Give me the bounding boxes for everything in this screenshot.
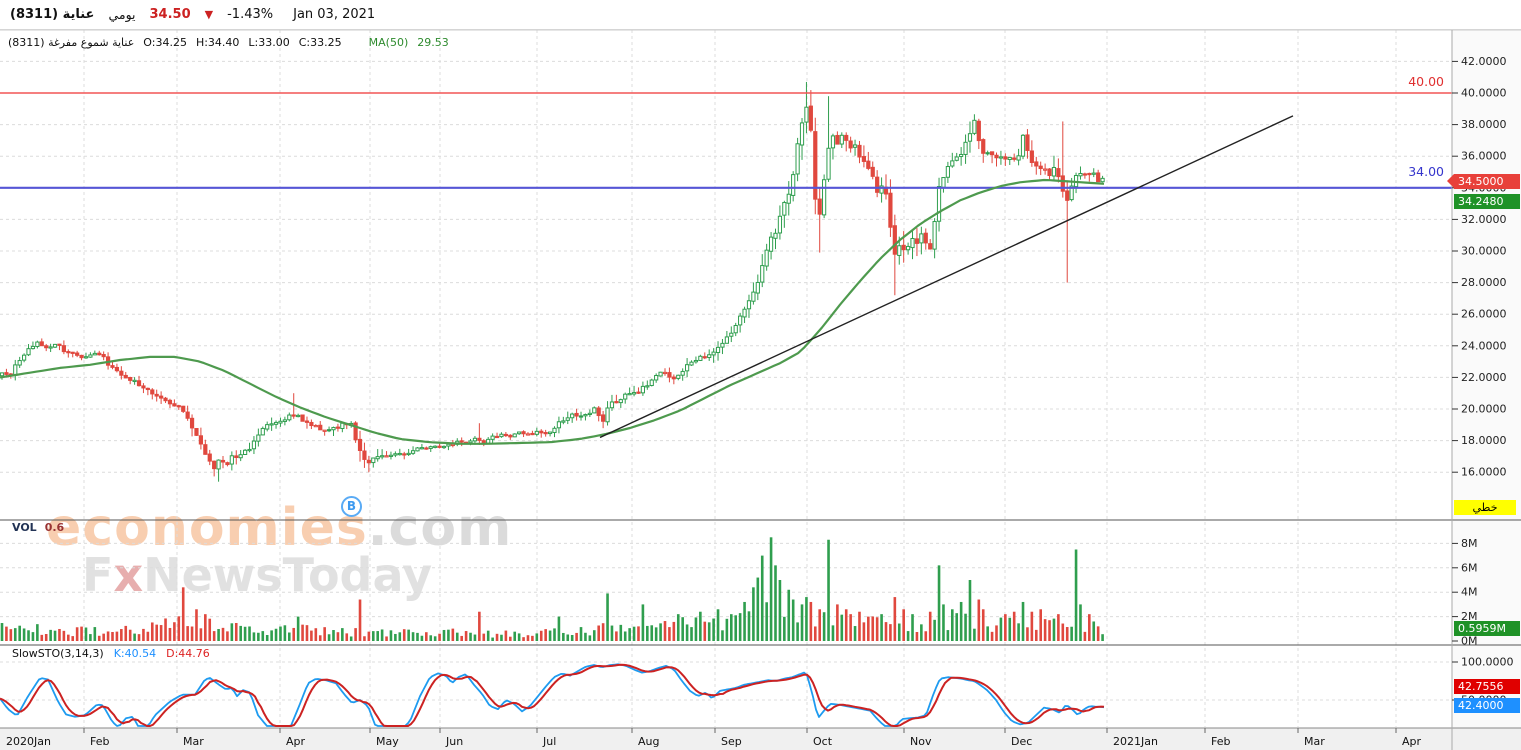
- svg-text:28.0000: 28.0000: [1461, 276, 1507, 289]
- last-price: 34.50: [149, 7, 191, 22]
- svg-text:6M: 6M: [1461, 561, 1478, 574]
- svg-text:100.0000: 100.0000: [1461, 656, 1514, 669]
- svg-text:24.0000: 24.0000: [1461, 339, 1507, 352]
- svg-text:2020Jan: 2020Jan: [6, 735, 51, 748]
- stochastic-d-value: D:44.76: [166, 647, 210, 660]
- high-value: H:34.40: [195, 36, 240, 49]
- svg-text:Mar: Mar: [1304, 735, 1325, 748]
- last-price-badge-text: 34.5000: [1458, 175, 1504, 188]
- svg-text:0M: 0M: [1461, 635, 1478, 648]
- instrument-label: عناية شموع مفرغة (8311): [8, 36, 135, 49]
- svg-text:16.0000: 16.0000: [1461, 466, 1507, 479]
- svg-text:22.0000: 22.0000: [1461, 371, 1507, 384]
- watermark-news-rest: NewsToday: [143, 548, 433, 602]
- ma-value-badge: 34.2480: [1454, 194, 1520, 209]
- svg-text:26.0000: 26.0000: [1461, 308, 1507, 321]
- stochastic-k-badge: 42.4000: [1454, 698, 1520, 713]
- svg-text:30.0000: 30.0000: [1461, 245, 1507, 258]
- price-change-percent: -1.43%: [227, 7, 274, 22]
- volume-value-badge: 0.5959M: [1454, 621, 1520, 636]
- stochastic-panel-label: SlowSTO(3,14,3): [12, 647, 104, 660]
- svg-text:20.0000: 20.0000: [1461, 403, 1507, 416]
- svg-text:Apr: Apr: [286, 735, 306, 748]
- volume-panel-value: 0.6: [44, 521, 65, 534]
- stochastic-panel-header: SlowSTO(3,14,3) K:40.54 D:44.76: [12, 647, 210, 660]
- watermark-news-x: x: [113, 548, 144, 602]
- svg-text:2021Jan: 2021Jan: [1113, 735, 1158, 748]
- svg-text:38.0000: 38.0000: [1461, 118, 1507, 131]
- stochastic-d-badge: 42.7556: [1454, 679, 1520, 694]
- volume-panel-header: VOL 0.6: [12, 521, 64, 534]
- low-value: L:33.00: [248, 36, 290, 49]
- svg-text:Mar: Mar: [183, 735, 204, 748]
- svg-text:40.0000: 40.0000: [1461, 87, 1507, 100]
- ohlc-summary: عناية شموع مفرغة (8311) O:34.25 H:34.40 …: [8, 36, 449, 49]
- timeframe-selector[interactable]: يومي: [108, 7, 136, 22]
- svg-text:18.0000: 18.0000: [1461, 434, 1507, 447]
- ma-value: 29.53: [417, 36, 449, 49]
- watermark-fxnewstoday: FxNewsToday: [82, 552, 432, 598]
- svg-text:8M: 8M: [1461, 537, 1478, 550]
- stochastic-k-value: K:40.54: [113, 647, 157, 660]
- badge-arrow-icon: [1447, 174, 1454, 188]
- chart-header: عناية (8311) يومي 34.50 ▼ -1.43% Jan 03,…: [0, 0, 1521, 30]
- instrument-name: عناية (8311): [10, 7, 95, 22]
- triangle-down-icon: ▼: [204, 8, 214, 21]
- svg-text:2M: 2M: [1461, 610, 1478, 623]
- svg-text:Sep: Sep: [721, 735, 742, 748]
- svg-text:36.0000: 36.0000: [1461, 150, 1507, 163]
- volume-panel-label: VOL: [12, 521, 37, 534]
- watermark-brand: economies: [46, 498, 368, 558]
- svg-text:42.0000: 42.0000: [1461, 55, 1507, 68]
- svg-text:May: May: [376, 735, 399, 748]
- chart-date: Jan 03, 2021: [293, 7, 376, 22]
- open-value: O:34.25: [143, 36, 187, 49]
- svg-text:32.0000: 32.0000: [1461, 213, 1507, 226]
- scale-type-badge[interactable]: خطي: [1454, 500, 1516, 515]
- ma-label: MA(50): [368, 36, 409, 49]
- svg-text:Jul: Jul: [542, 735, 556, 748]
- support-level-label: 34.00: [1408, 164, 1444, 179]
- watermark-news-prefix: F: [82, 548, 114, 602]
- svg-text:Oct: Oct: [813, 735, 833, 748]
- svg-text:Feb: Feb: [1211, 735, 1230, 748]
- svg-text:Jun: Jun: [445, 735, 463, 748]
- resistance-level-label: 40.00: [1408, 74, 1444, 89]
- svg-text:Nov: Nov: [910, 735, 932, 748]
- svg-text:Apr: Apr: [1402, 735, 1422, 748]
- svg-text:Feb: Feb: [90, 735, 109, 748]
- svg-text:Aug: Aug: [638, 735, 659, 748]
- svg-text:Dec: Dec: [1011, 735, 1032, 748]
- svg-text:4M: 4M: [1461, 586, 1478, 599]
- last-price-badge: 34.5000: [1447, 174, 1520, 189]
- buy-signal-marker: B: [341, 496, 362, 517]
- close-value: C:33.25: [298, 36, 342, 49]
